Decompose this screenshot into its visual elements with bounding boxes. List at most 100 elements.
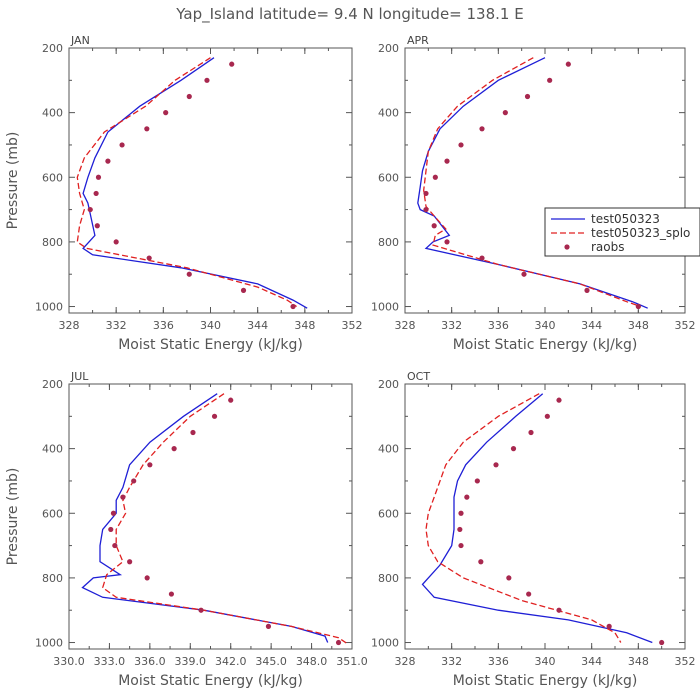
panel-apr-title: APR — [407, 34, 429, 47]
panel-jul-xtick-label: 348.0 — [296, 655, 328, 668]
panel-jul-series-raobs-point — [265, 623, 272, 629]
figure-title: Yap_Island latitude= 9.4 N longitude= 13… — [175, 5, 523, 24]
panel-oct-ytick-label: 200 — [378, 378, 399, 391]
panel-oct-xtick-label: 348 — [628, 655, 649, 668]
panel-jul-xtick-label: 330.0 — [53, 655, 85, 668]
panel-apr-xtick-label: 344 — [581, 319, 602, 332]
panel-jul-series-raobs-point — [112, 542, 118, 549]
panel-apr-series-raobs-point — [431, 223, 437, 229]
panel-jul-xtick-label: 351.0 — [336, 655, 368, 668]
panel-jan: JAN 328 332 336 340 344 348 352 200 400 600 800 1000… — [5, 34, 363, 353]
panel-oct-series-raobs-point — [457, 526, 463, 533]
panel-jan-ylabel: Pressure (mb) — [5, 132, 21, 230]
panel-apr-series-raobs-point — [458, 142, 464, 148]
panel-jan-series-raobs-point — [204, 77, 210, 83]
panel-jan-xtick-label: 336 — [153, 319, 174, 332]
panel-apr-series-raobs-point — [479, 126, 485, 132]
panel-jan-plot-area — [76, 57, 308, 310]
panel-apr-legend-label: test050323 — [591, 212, 660, 226]
panel-oct-series-raobs-point — [474, 478, 480, 484]
panel-jul-series-raobs-point — [171, 446, 177, 452]
panel-oct-series-test050323-line — [421, 393, 653, 644]
panel-jan-series-test050323-spl-line — [76, 57, 297, 308]
panel-apr-legend-label: test050323_splo — [591, 226, 690, 240]
panel-apr-series-raobs-point — [524, 93, 531, 100]
panel-jan-ytick-label: 200 — [42, 42, 63, 55]
panel-oct-xtick-label: 328 — [395, 655, 416, 668]
panel-apr-series-raobs-point — [584, 287, 590, 293]
panel-apr-xtick-label: 332 — [441, 319, 462, 332]
panel-jul-series-raobs-point — [335, 639, 342, 646]
panel-jul-series-raobs-point — [168, 591, 175, 597]
panel-apr-ytick-label: 800 — [378, 236, 399, 249]
panel-jan-series-raobs-point — [113, 239, 119, 245]
panel-jul-ytick-label: 600 — [42, 507, 63, 520]
panel-oct-xtick-label: 332 — [441, 655, 462, 668]
panel-jan-series-raobs-point — [146, 255, 152, 261]
panel-jul-series-raobs-point — [108, 526, 114, 533]
panel-oct-ytick-label: 800 — [378, 572, 399, 585]
panel-jan-series-raobs-point — [95, 174, 102, 180]
panel-apr-series-raobs-point — [423, 190, 429, 197]
panel-oct-xtick-label: 336 — [488, 655, 509, 668]
panel-jul-series-raobs-point — [211, 413, 218, 419]
panel-apr-xtick-label: 352 — [675, 319, 696, 332]
panel-jan-series-test050323-line — [82, 57, 308, 309]
panel-jan-xtick-label: 352 — [342, 319, 363, 332]
panel-oct-title: OCT — [407, 370, 430, 383]
panel-jul-series-raobs-point — [198, 607, 204, 613]
panel-oct-xlabel: Moist Static Energy (kJ/kg) — [453, 673, 638, 689]
panel-jan-xtick-label: 328 — [59, 319, 80, 332]
panel-oct-series-raobs-point — [526, 591, 532, 597]
panel-apr-series-raobs-point — [521, 271, 527, 277]
panel-oct: OCT 328 332 336 340 344 348 352 200 400 600 800 1000… — [371, 370, 696, 689]
panel-apr-series-raobs-point — [565, 61, 571, 67]
panel-jul-series-test050323-line — [81, 393, 329, 643]
panel-apr-plot-area — [417, 57, 648, 310]
panel-jan-series-raobs-point — [87, 206, 93, 213]
panel-apr-series-raobs-point — [547, 77, 553, 83]
panel-apr-xlabel: Moist Static Energy (kJ/kg) — [453, 337, 638, 353]
panel-oct-series-raobs-point — [556, 397, 562, 403]
panel-apr-series-raobs-point — [444, 239, 450, 245]
panel-apr-frame — [404, 47, 686, 314]
panel-jan-ytick-label: 600 — [42, 171, 63, 184]
panel-jan-series-raobs-point — [240, 287, 247, 293]
panel-jul-frame — [68, 383, 353, 650]
panel-apr-ytick-label: 400 — [378, 107, 399, 120]
panel-oct-series-raobs-point — [606, 623, 612, 629]
panel-jul-series-raobs-point — [190, 429, 196, 436]
panel-apr-xtick-label: 348 — [628, 319, 649, 332]
panel-jul-series-raobs-point — [120, 494, 126, 500]
panel-apr-series-raobs-point — [423, 206, 429, 213]
panel-jul-series-raobs-point — [131, 478, 137, 484]
panel-jan-series-raobs-point — [229, 61, 235, 67]
panel-apr-legend-box — [544, 207, 700, 257]
panel-jul-xtick-label: 342.0 — [215, 655, 247, 668]
panel-jan-series-raobs-point — [163, 110, 169, 116]
panel-apr-series-raobs-point — [635, 303, 641, 310]
panel-oct-series-raobs-point — [458, 542, 464, 549]
panel-oct-series-test050323-spl-line — [425, 393, 622, 643]
panel-apr: APR 328 332 336 340 344 348 352 200 400 600 800 1000… — [371, 34, 700, 353]
panel-oct-xtick-label: 340 — [535, 655, 556, 668]
panel-jul-title: JUL — [70, 370, 89, 383]
panel-jan-series-raobs-point — [94, 223, 100, 229]
panel-apr-series-test050323-splo-line — [423, 57, 641, 308]
panel-jan-series-raobs-point — [93, 190, 99, 197]
panel-jan-xtick-label: 344 — [247, 319, 268, 332]
panel-oct-series-raobs-point — [659, 639, 665, 646]
panel-apr-series-raobs-point — [444, 158, 450, 164]
panel-jul-xtick-label: 336.0 — [134, 655, 166, 668]
panel-jul-ytick-label: 1000 — [35, 637, 63, 650]
panel-jan-series-raobs-point — [186, 93, 192, 100]
panel-apr-ytick-label: 600 — [378, 171, 399, 184]
panel-oct-ytick-label: 600 — [378, 507, 399, 520]
panel-jul: JUL 330.0 333.0 336.0 339.0 342.0 345.0 348.0 35… — [5, 370, 368, 689]
panel-jan-ytick-label: 800 — [42, 236, 63, 249]
panel-oct-series-raobs-point — [506, 575, 512, 581]
panel-apr-xtick-label: 336 — [488, 319, 509, 332]
panel-jul-ytick-label: 200 — [42, 378, 63, 391]
